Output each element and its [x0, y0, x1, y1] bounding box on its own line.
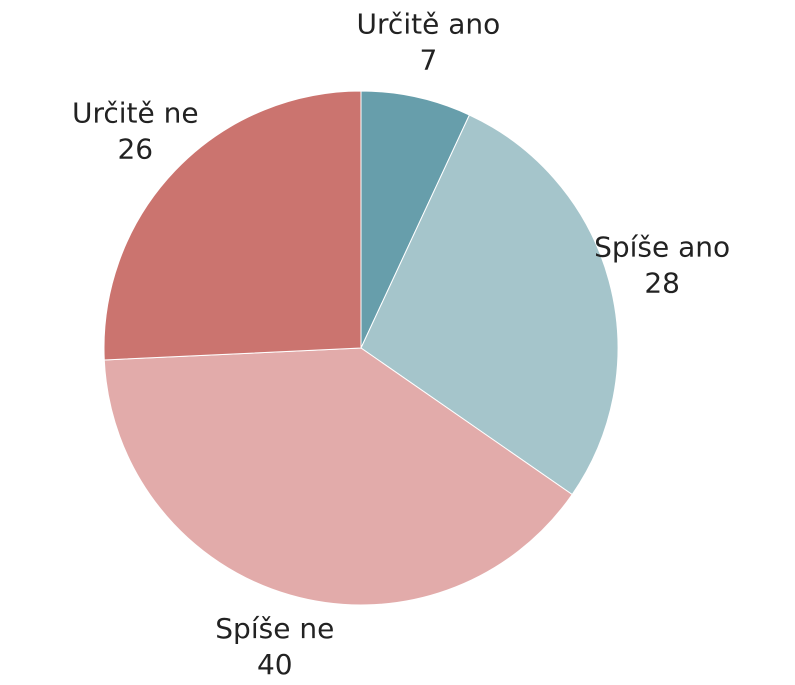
slice-value: 40: [257, 648, 293, 681]
pie-slice: [103, 347, 573, 606]
pie-slice: [103, 90, 362, 361]
pie-slice: [360, 90, 471, 349]
slice-value: 7: [419, 43, 437, 76]
pie-slice: [360, 114, 619, 496]
slice-label: Spíše ano: [594, 230, 730, 263]
slice-label: Spíše ne: [215, 612, 334, 645]
slice-label: Určitě ano: [357, 7, 501, 40]
slice-value: 26: [117, 133, 153, 166]
slice-value: 28: [644, 266, 680, 299]
slice-label: Určitě ne: [72, 97, 199, 130]
